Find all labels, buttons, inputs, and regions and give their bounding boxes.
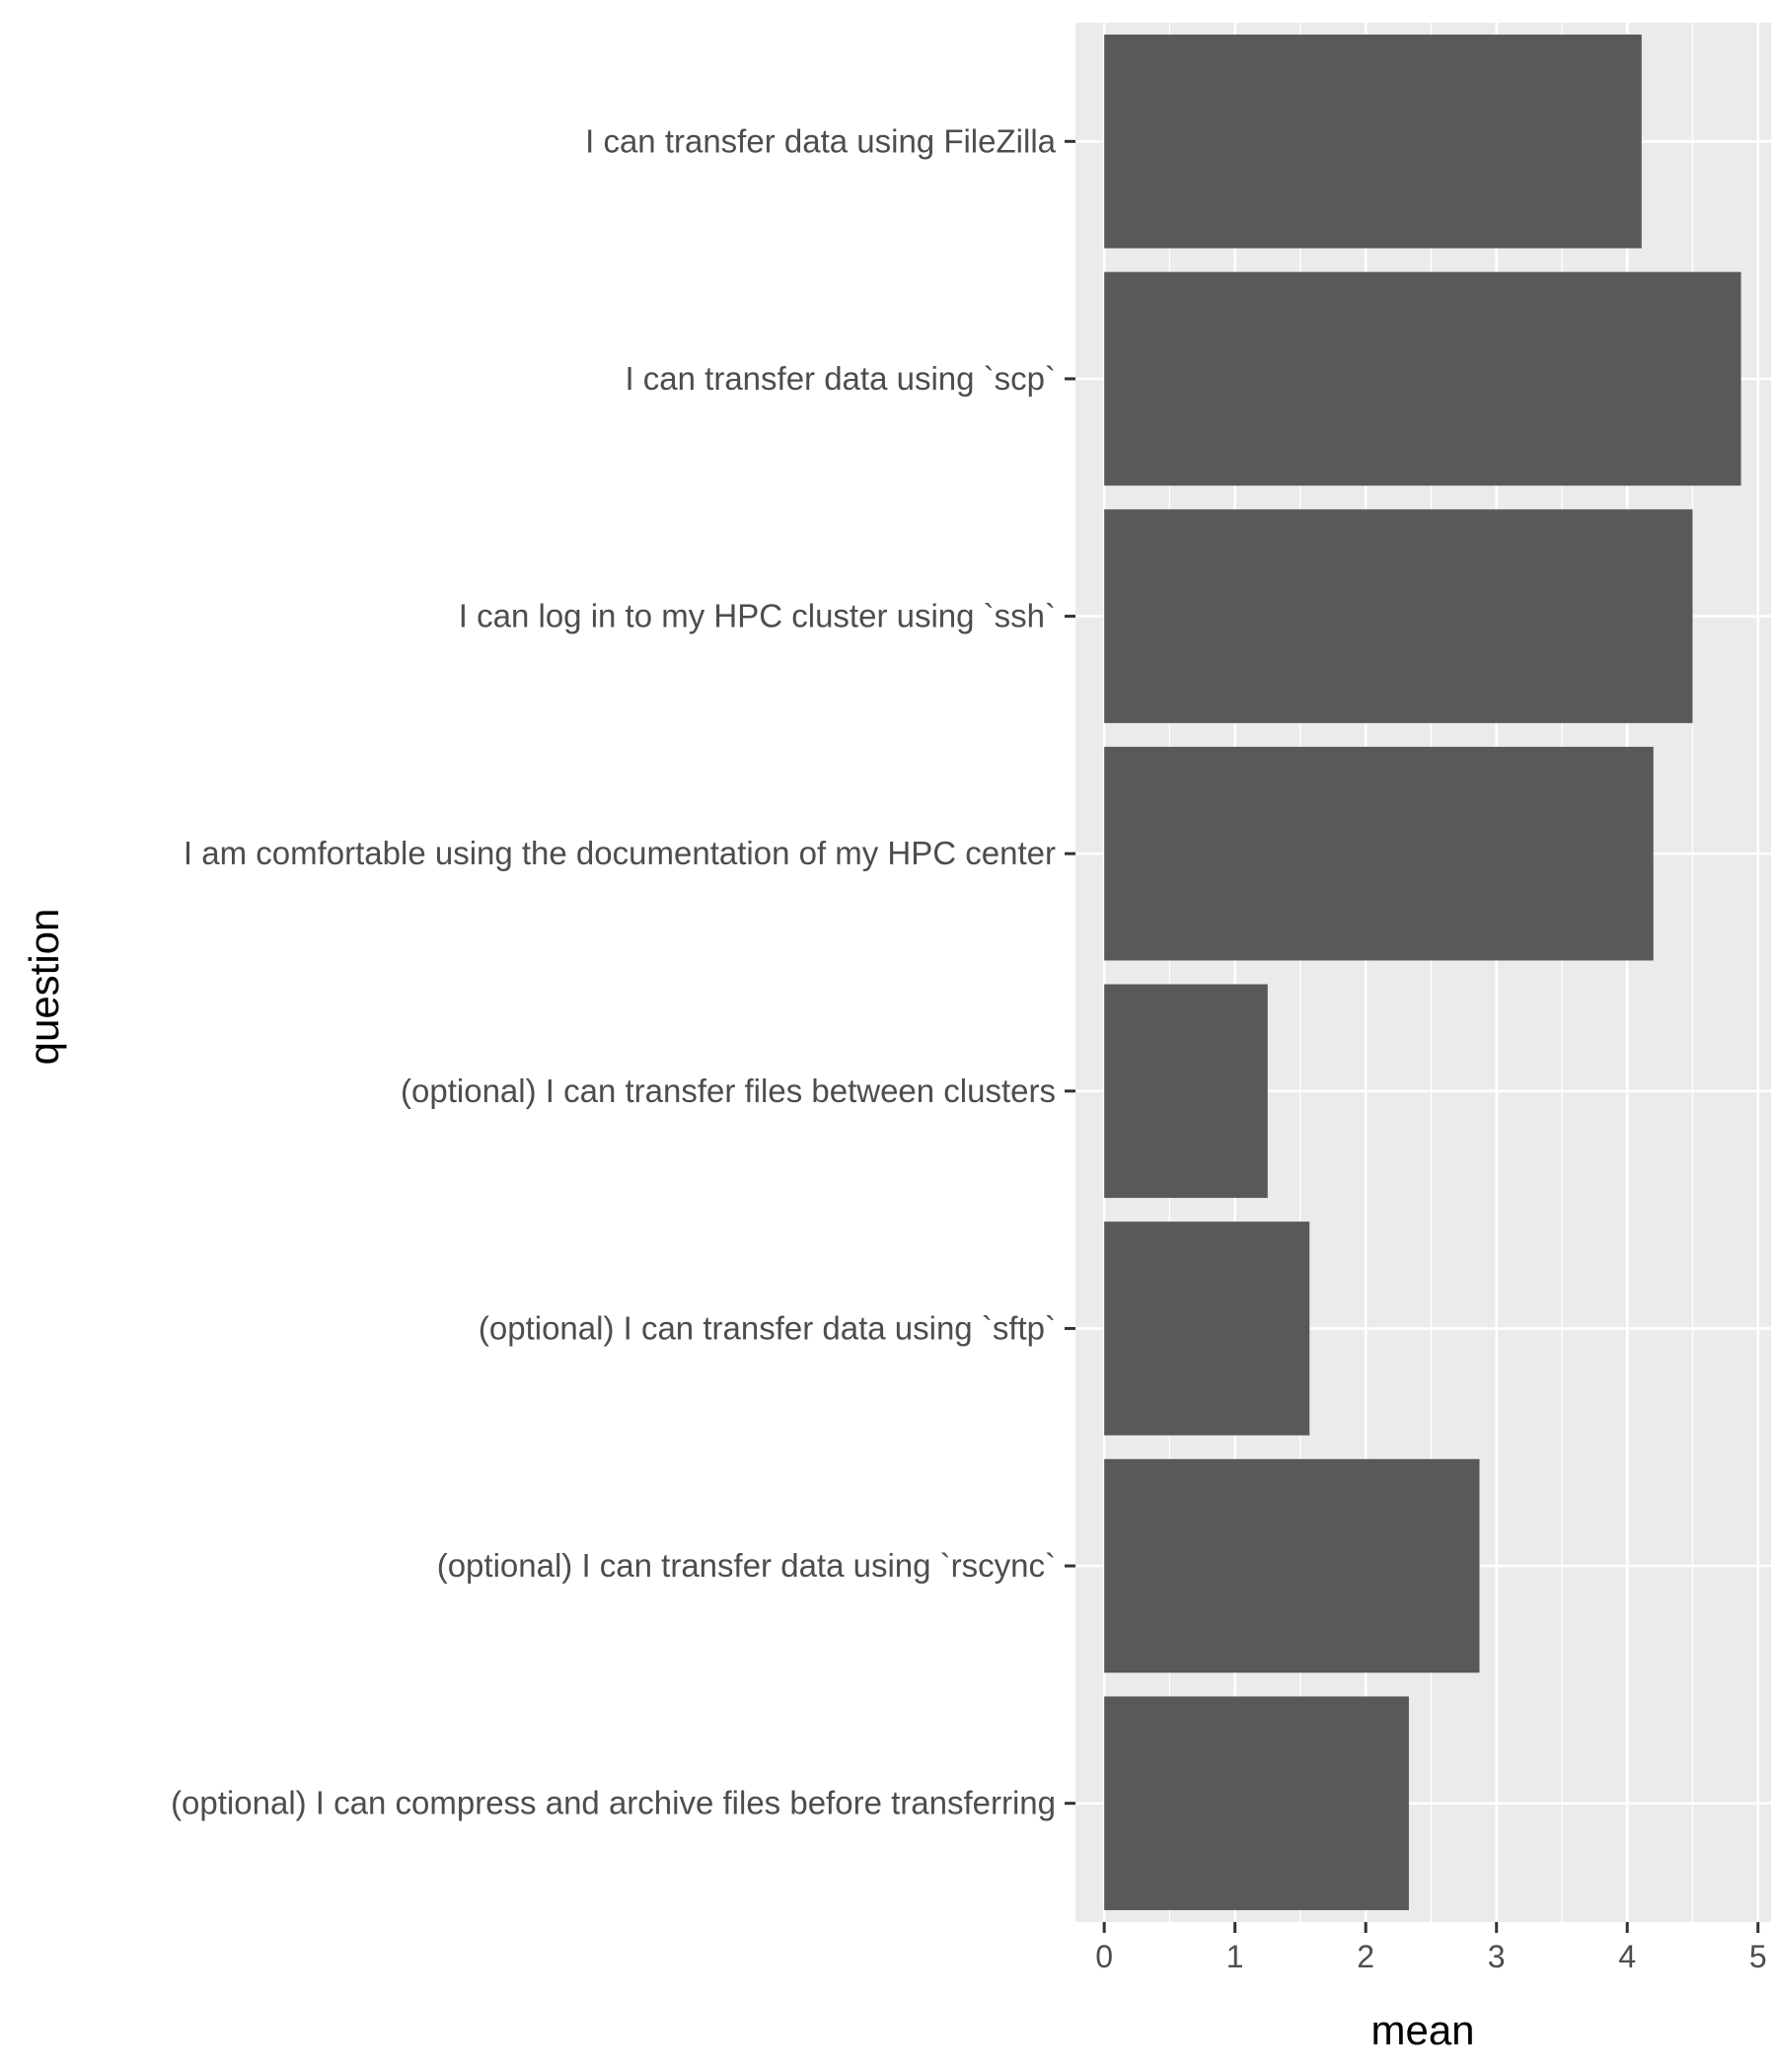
x-tick-label: 2 [1357,1939,1374,1974]
y-tick-label: (optional) I can transfer data using `rs… [437,1547,1056,1584]
bar [1104,746,1654,961]
y-tick-label: I can transfer data using FileZilla [585,122,1057,159]
x-tick-label: 1 [1226,1939,1244,1974]
y-tick-label: (optional) I can compress and archive fi… [171,1785,1056,1821]
x-tick-label: 0 [1095,1939,1113,1974]
y-axis-title: question [21,909,67,1066]
bars [1104,35,1741,1910]
bar [1104,1458,1480,1673]
y-tick-label: I can log in to my HPC cluster using `ss… [459,598,1056,634]
x-axis: 0 1 2 3 4 5 [1095,1922,1767,1974]
y-axis: I can transfer data using FileZilla I can… [171,122,1075,1821]
x-axis-title: mean [1370,2007,1474,2053]
x-tick-label: 4 [1618,1939,1636,1974]
bar [1104,35,1642,249]
bar [1104,271,1741,486]
bar [1104,1221,1310,1436]
bar [1104,984,1268,1199]
y-tick-label: I can transfer data using `scp` [625,360,1056,397]
bar [1104,1696,1409,1910]
x-tick-label: 3 [1488,1939,1506,1974]
y-tick-label: I am comfortable using the documentation… [184,835,1056,871]
y-tick-label: (optional) I can transfer data using `sf… [479,1309,1056,1346]
y-tick-label: (optional) I can transfer files between … [401,1073,1056,1109]
x-tick-label: 5 [1749,1939,1767,1974]
bar [1104,509,1693,723]
